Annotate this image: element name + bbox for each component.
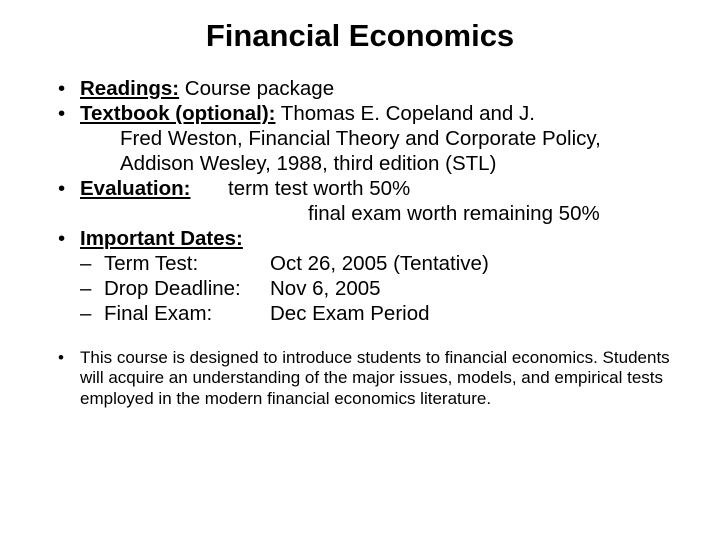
readings-label: Readings:: [80, 77, 179, 100]
date-key: Term Test:: [104, 251, 270, 276]
footnote-block: This course is designed to introduce stu…: [40, 348, 680, 409]
textbook-text-2: Fred Weston, Financial Theory and Corpor…: [80, 126, 680, 151]
dates-label: Important Dates:: [80, 227, 243, 250]
date-val: Oct 26, 2005 (Tentative): [270, 252, 489, 275]
date-key: Drop Deadline:: [104, 276, 270, 301]
readings-text: Course package: [179, 77, 334, 100]
date-val: Nov 6, 2005: [270, 277, 381, 300]
textbook-text-3: Addison Wesley, 1988, third edition (STL…: [80, 151, 680, 176]
evaluation-line-2-wrap: final exam worth remaining 50%: [80, 201, 680, 226]
bullet-readings: Readings: Course package: [40, 76, 680, 101]
date-item: Drop Deadline:Nov 6, 2005: [80, 276, 680, 301]
footnote-text: This course is designed to introduce stu…: [40, 348, 680, 409]
page-title: Financial Economics: [40, 18, 680, 54]
bullet-evaluation: Evaluation:term test worth 50% final exa…: [40, 176, 680, 226]
evaluation-line-2: final exam worth remaining 50%: [308, 202, 600, 225]
date-item: Term Test:Oct 26, 2005 (Tentative): [80, 251, 680, 276]
bullet-dates: Important Dates: Term Test:Oct 26, 2005 …: [40, 226, 680, 326]
evaluation-label: Evaluation:: [80, 176, 228, 201]
evaluation-line-1: term test worth 50%: [228, 177, 410, 200]
date-val: Dec Exam Period: [270, 302, 430, 325]
date-key: Final Exam:: [104, 301, 270, 326]
date-item: Final Exam:Dec Exam Period: [80, 301, 680, 326]
main-bullets: Readings: Course package Textbook (optio…: [40, 76, 680, 326]
bullet-textbook: Textbook (optional): Thomas E. Copeland …: [40, 101, 680, 176]
textbook-label: Textbook (optional):: [80, 102, 275, 125]
textbook-text-1: Thomas E. Copeland and J.: [275, 102, 534, 125]
